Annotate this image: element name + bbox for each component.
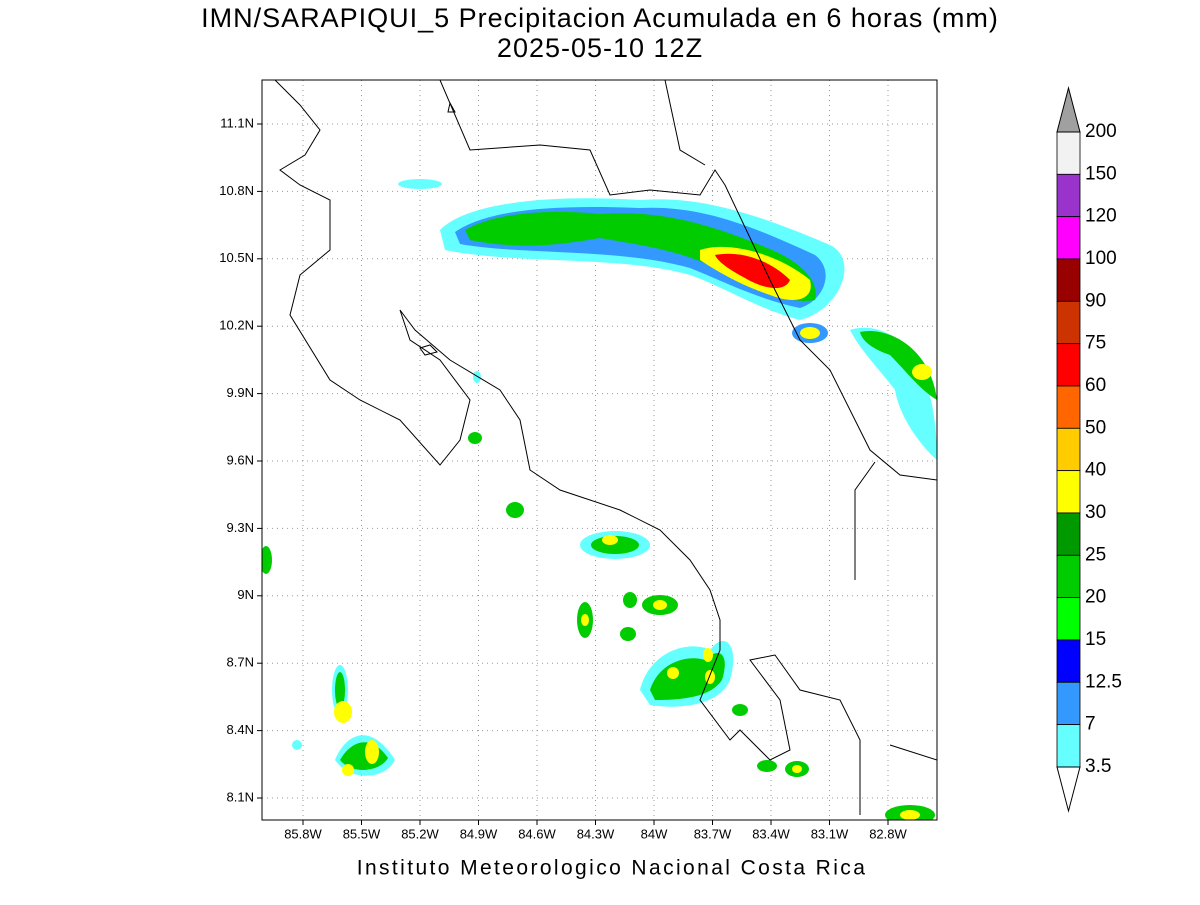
colorbar-segment xyxy=(1056,597,1081,641)
colorbar-label: 120 xyxy=(1085,206,1117,227)
colorbar-segment xyxy=(1056,639,1081,683)
colorbar-label: 20 xyxy=(1085,587,1106,608)
lat-tick-label: 9.6N xyxy=(227,452,254,467)
lon-tick-label: 84.3W xyxy=(577,826,615,841)
colorbar-label: 100 xyxy=(1085,248,1117,269)
colorbar-segment xyxy=(1056,554,1081,599)
colorbar-label: 60 xyxy=(1085,375,1106,396)
colorbar-label: 90 xyxy=(1085,290,1106,311)
lon-tick-label: 85.2W xyxy=(401,826,439,841)
colorbar-segment xyxy=(1056,724,1081,768)
colorbar-label: 3.5 xyxy=(1085,756,1111,777)
lat-tick-label: 9.9N xyxy=(227,385,254,400)
footer: Instituto Meteorologico Nacional Costa R… xyxy=(357,857,868,880)
colorbar-over xyxy=(1056,86,1081,133)
colorbar-segment xyxy=(1056,470,1081,514)
colorbar-segment xyxy=(1056,131,1081,175)
colorbar-segment xyxy=(1056,385,1081,429)
colorbar-label: 150 xyxy=(1085,163,1117,184)
colorbar-label: 30 xyxy=(1085,502,1106,523)
colorbar: 200 150 120 100 90 75 60 50 40 30 25 20 15 12.5 7 3.5 xyxy=(1056,86,1122,813)
colorbar-segment xyxy=(1056,300,1081,345)
colorbar-segment xyxy=(1056,427,1081,472)
colorbar-label: 12.5 xyxy=(1085,671,1122,692)
lat-tick-label: 8.4N xyxy=(227,722,254,737)
lat-tick-label: 10.8N xyxy=(219,183,254,198)
colorbar-label: 200 xyxy=(1085,121,1117,142)
lon-tick-label: 83.7W xyxy=(694,826,732,841)
colorbar-label: 40 xyxy=(1085,460,1106,481)
colorbar-segment xyxy=(1056,258,1081,302)
colorbar-segment xyxy=(1056,681,1081,726)
lon-tick-label: 84.6W xyxy=(518,826,556,841)
colorbar-label: 50 xyxy=(1085,417,1106,438)
colorbar-under xyxy=(1056,766,1081,813)
colorbar-segment xyxy=(1056,216,1081,260)
lon-tick-label: 83.4W xyxy=(752,826,790,841)
map-frame xyxy=(261,79,938,821)
colorbar-segment xyxy=(1056,173,1081,218)
title: IMN/SARAPIQUI_5 Precipitacion Acumulada … xyxy=(201,3,999,33)
lon-tick-label: 85.8W xyxy=(284,826,322,841)
lon-tick-label: 82.8W xyxy=(869,826,907,841)
colorbar-segment xyxy=(1056,343,1081,387)
colorbar-label: 25 xyxy=(1085,544,1106,565)
lon-tick-label: 83.1W xyxy=(811,826,849,841)
lat-tick-label: 9N xyxy=(237,587,254,602)
subtitle: 2025-05-10 12Z xyxy=(497,33,703,63)
lat-tick-label: 8.7N xyxy=(227,655,254,670)
lon-tick-label: 85.5W xyxy=(343,826,381,841)
lat-tick-label: 10.5N xyxy=(219,250,254,265)
colorbar-label: 7 xyxy=(1085,714,1096,735)
lat-tick-label: 11.1N xyxy=(220,115,254,130)
lat-tick-label: 9.3N xyxy=(227,520,254,535)
lat-tick-label: 8.1N xyxy=(227,789,254,804)
grid: 85.8W 85.5W 85.2W 84.9W 84.6W 84.3W 84W 83.7W 83… xyxy=(219,80,937,841)
colorbar-label: 75 xyxy=(1085,333,1106,354)
colorbar-label: 15 xyxy=(1085,629,1106,650)
coastline xyxy=(274,80,937,815)
lon-tick-label: 84.9W xyxy=(460,826,498,841)
precipitation xyxy=(262,179,937,820)
lat-tick-label: 10.2N xyxy=(219,318,254,333)
lon-tick-label: 84W xyxy=(641,826,668,841)
colorbar-segment xyxy=(1056,512,1081,556)
